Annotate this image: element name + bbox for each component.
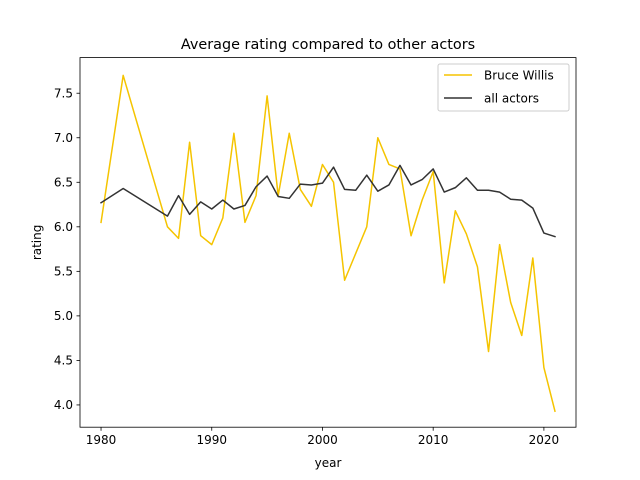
data-point-bruce-willis <box>254 194 258 198</box>
data-point-all-actors <box>475 188 479 192</box>
y-tick-label: 6.5 <box>54 176 73 190</box>
data-point-bruce-willis <box>243 220 247 224</box>
data-point-all-actors <box>542 231 546 235</box>
data-point-all-actors <box>199 200 203 204</box>
data-point-bruce-willis <box>221 216 225 220</box>
data-point-bruce-willis <box>287 131 291 135</box>
data-point-all-actors <box>99 201 103 205</box>
data-point-bruce-willis <box>531 256 535 260</box>
data-point-bruce-willis <box>165 225 169 229</box>
series-layer <box>99 73 557 413</box>
data-point-all-actors <box>354 188 358 192</box>
data-point-all-actors <box>343 187 347 191</box>
series-line-bruce-willis <box>100 74 556 413</box>
data-point-all-actors <box>531 206 535 210</box>
data-point-bruce-willis <box>376 136 380 140</box>
x-axis-label: year <box>315 456 342 470</box>
data-point-all-actors <box>442 190 446 194</box>
data-point-bruce-willis <box>332 180 336 184</box>
data-point-all-actors <box>210 207 214 211</box>
data-point-all-actors <box>387 183 391 187</box>
data-point-bruce-willis <box>99 220 103 224</box>
data-point-all-actors <box>265 174 269 178</box>
y-axis-label: rating <box>30 225 44 261</box>
series-line-all-actors <box>100 164 556 238</box>
data-point-all-actors <box>453 186 457 190</box>
data-point-bruce-willis <box>265 94 269 98</box>
data-point-bruce-willis <box>453 209 457 213</box>
axes-frame <box>79 57 577 428</box>
data-point-all-actors <box>276 195 280 199</box>
data-point-all-actors <box>376 189 380 193</box>
data-point-all-actors <box>221 198 225 202</box>
data-point-all-actors <box>165 214 169 218</box>
data-point-all-actors <box>287 196 291 200</box>
data-point-all-actors <box>254 185 258 189</box>
y-axis: 4.0 4.5 5.0 5.5 6.0 6.5 7.0 7.5 <box>54 87 80 412</box>
data-point-bruce-willis <box>188 140 192 144</box>
data-point-bruce-willis <box>520 333 524 337</box>
data-point-all-actors <box>487 188 491 192</box>
data-point-all-actors <box>509 197 513 201</box>
data-point-bruce-willis <box>177 236 181 240</box>
data-point-bruce-willis <box>232 131 236 135</box>
data-point-bruce-willis <box>365 225 369 229</box>
legend-label-bruce-willis: Bruce Willis <box>484 69 554 83</box>
data-point-bruce-willis <box>498 243 502 247</box>
data-point-all-actors <box>309 183 313 187</box>
legend-label-all-actors: all actors <box>484 92 539 106</box>
data-point-bruce-willis <box>542 366 546 370</box>
x-tick-label: 1980 <box>86 433 117 447</box>
data-point-bruce-willis <box>420 198 424 202</box>
data-point-bruce-willis <box>409 234 413 238</box>
y-tick-label: 6.0 <box>54 220 73 234</box>
data-point-all-actors <box>121 187 125 191</box>
data-point-bruce-willis <box>298 187 302 191</box>
data-point-bruce-willis <box>309 204 313 208</box>
legend: Bruce Willis all actors <box>437 63 570 112</box>
data-point-bruce-willis <box>387 162 391 166</box>
y-tick-label: 5.0 <box>54 309 73 323</box>
data-point-all-actors <box>188 212 192 216</box>
data-point-all-actors <box>320 181 324 185</box>
x-tick-label: 2020 <box>529 433 560 447</box>
data-point-bruce-willis <box>442 281 446 285</box>
data-point-all-actors <box>177 194 181 198</box>
data-point-all-actors <box>398 163 402 167</box>
data-point-all-actors <box>553 235 557 239</box>
data-point-all-actors <box>365 173 369 177</box>
x-tick-label: 2000 <box>307 433 338 447</box>
data-point-all-actors <box>243 203 247 207</box>
x-tick-label: 1990 <box>196 433 227 447</box>
data-point-bruce-willis <box>210 243 214 247</box>
data-point-bruce-willis <box>509 301 513 305</box>
data-point-all-actors <box>431 167 435 171</box>
data-point-bruce-willis <box>343 278 347 282</box>
data-point-bruce-willis <box>464 232 468 236</box>
y-tick-label: 5.5 <box>54 265 73 279</box>
data-point-bruce-willis <box>121 73 125 77</box>
x-tick-label: 2010 <box>418 433 449 447</box>
y-tick-label: 7.5 <box>54 87 73 101</box>
data-point-bruce-willis <box>199 234 203 238</box>
data-point-bruce-willis <box>553 409 557 413</box>
data-point-all-actors <box>298 182 302 186</box>
data-point-all-actors <box>420 178 424 182</box>
y-tick-label: 4.0 <box>54 398 73 412</box>
data-point-all-actors <box>498 190 502 194</box>
chart-title: Average rating compared to other actors <box>181 37 475 53</box>
data-point-bruce-willis <box>320 162 324 166</box>
data-point-bruce-willis <box>487 350 491 354</box>
data-point-all-actors <box>409 183 413 187</box>
data-point-all-actors <box>520 198 524 202</box>
data-point-all-actors <box>232 207 236 211</box>
data-point-all-actors <box>332 165 336 169</box>
data-point-all-actors <box>464 176 468 180</box>
y-tick-label: 4.5 <box>54 354 73 368</box>
data-point-bruce-willis <box>475 265 479 269</box>
x-axis: 1980 1990 2000 2010 2020 <box>86 427 559 447</box>
y-tick-label: 7.0 <box>54 131 73 145</box>
